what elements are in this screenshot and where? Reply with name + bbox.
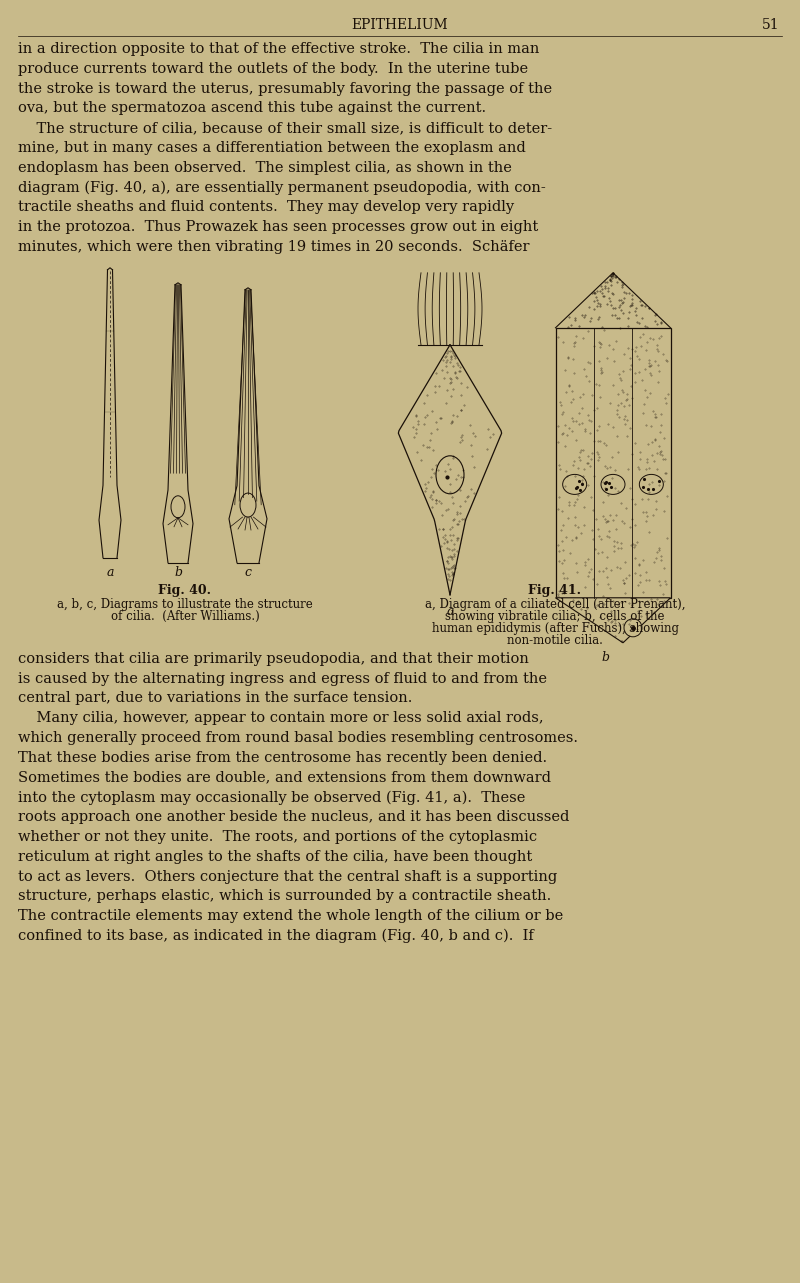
Bar [555, 327, 670, 598]
Text: tractile sheaths and fluid contents.  They may develop very rapidly: tractile sheaths and fluid contents. The… [18, 200, 514, 214]
Text: c: c [245, 566, 251, 579]
Text: roots approach one another beside the nucleus, and it has been discussed: roots approach one another beside the nu… [18, 810, 570, 824]
Text: mine, but in many cases a differentiation between the exoplasm and: mine, but in many cases a differentiatio… [18, 141, 526, 155]
Text: in a direction opposite to that of the effective stroke.  The cilia in man: in a direction opposite to that of the e… [18, 42, 539, 56]
Text: Fig. 41.: Fig. 41. [529, 584, 582, 597]
Ellipse shape [436, 455, 464, 494]
Text: whether or not they unite.  The roots, and portions of the cytoplasmic: whether or not they unite. The roots, an… [18, 830, 537, 844]
Text: Many cilia, however, appear to contain more or less solid axial rods,: Many cilia, however, appear to contain m… [18, 711, 544, 725]
Polygon shape [555, 598, 670, 643]
Text: non-motile cilia.: non-motile cilia. [507, 634, 603, 647]
Text: reticulum at right angles to the shafts of the cilia, have been thought: reticulum at right angles to the shafts … [18, 849, 532, 863]
Text: of cilia.  (After Williams.): of cilia. (After Williams.) [110, 609, 259, 622]
Text: a: a [446, 604, 454, 618]
Text: confined to its base, as indicated in the diagram (Fig. 40, b and c).  If: confined to its base, as indicated in th… [18, 929, 534, 943]
Text: showing vibratile cilia; b, cells of the: showing vibratile cilia; b, cells of the [446, 609, 665, 622]
Text: b: b [174, 566, 182, 579]
Text: into the cytoplasm may occasionally be observed (Fig. 41, a).  These: into the cytoplasm may occasionally be o… [18, 790, 526, 804]
Text: Sometimes the bodies are double, and extensions from them downward: Sometimes the bodies are double, and ext… [18, 771, 551, 785]
Text: The contractile elements may extend the whole length of the cilium or be: The contractile elements may extend the … [18, 910, 563, 924]
Text: produce currents toward the outlets of the body.  In the uterine tube: produce currents toward the outlets of t… [18, 62, 528, 76]
Text: 51: 51 [762, 18, 780, 32]
Text: a, Diagram of a ciliated cell (after Prenant),: a, Diagram of a ciliated cell (after Pre… [425, 598, 686, 611]
Ellipse shape [562, 475, 586, 494]
Ellipse shape [601, 475, 625, 494]
Text: structure, perhaps elastic, which is surrounded by a contractile sheath.: structure, perhaps elastic, which is sur… [18, 889, 551, 903]
Text: The structure of cilia, because of their small size, is difficult to deter-: The structure of cilia, because of their… [18, 121, 552, 135]
Text: endoplasm has been observed.  The simplest cilia, as shown in the: endoplasm has been observed. The simples… [18, 160, 512, 174]
Text: human epididymis (after Fuchs), showing: human epididymis (after Fuchs), showing [431, 622, 678, 635]
Text: Fig. 40.: Fig. 40. [158, 584, 211, 597]
Text: a: a [106, 566, 114, 579]
Ellipse shape [639, 475, 663, 494]
Text: considers that cilia are primarily pseudopodia, and that their motion: considers that cilia are primarily pseud… [18, 652, 529, 666]
Text: which generally proceed from round basal bodies resembling centrosomes.: which generally proceed from round basal… [18, 731, 578, 745]
Text: to act as levers.  Others conjecture that the central shaft is a supporting: to act as levers. Others conjecture that… [18, 870, 558, 884]
Text: in the protozoa.  Thus Prowazek has seen processes grow out in eight: in the protozoa. Thus Prowazek has seen … [18, 221, 538, 235]
Text: EPITHELIUM: EPITHELIUM [352, 18, 448, 32]
Text: a, b, c, Diagrams to illustrate the structure: a, b, c, Diagrams to illustrate the stru… [57, 598, 313, 611]
Text: ova, but the spermatozoa ascend this tube against the current.: ova, but the spermatozoa ascend this tub… [18, 101, 486, 115]
Text: That these bodies arise from the centrosome has recently been denied.: That these bodies arise from the centros… [18, 751, 547, 765]
Text: central part, due to variations in the surface tension.: central part, due to variations in the s… [18, 692, 412, 706]
Ellipse shape [624, 618, 642, 636]
Text: b: b [601, 650, 609, 663]
Text: the stroke is toward the uterus, presumably favoring the passage of the: the stroke is toward the uterus, presuma… [18, 82, 552, 96]
Text: is caused by the alternating ingress and egress of fluid to and from the: is caused by the alternating ingress and… [18, 671, 547, 685]
Text: diagram (Fig. 40, a), are essentially permanent pseudopodia, with con-: diagram (Fig. 40, a), are essentially pe… [18, 181, 546, 195]
Text: minutes, which were then vibrating 19 times in 20 seconds.  Schäfer: minutes, which were then vibrating 19 ti… [18, 240, 530, 254]
